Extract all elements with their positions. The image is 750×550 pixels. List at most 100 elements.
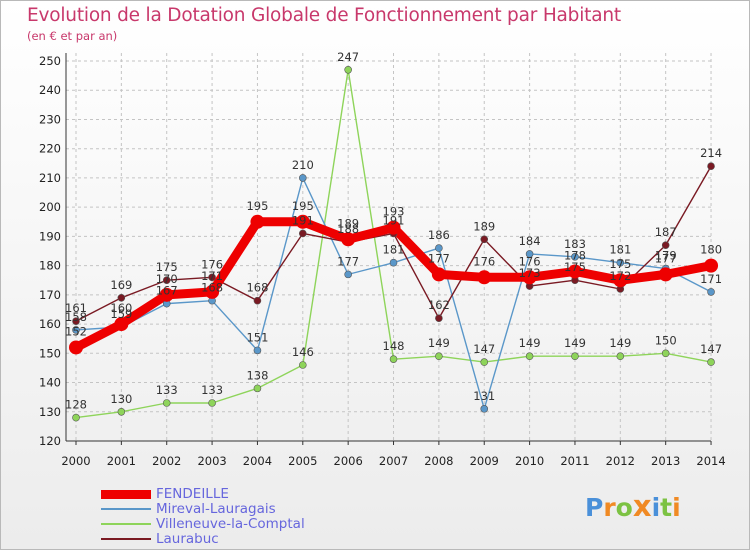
data-point <box>117 293 126 302</box>
y-tick-label: 120 <box>39 434 61 448</box>
x-tick-label: 2010 <box>515 454 544 468</box>
data-point <box>344 270 352 279</box>
data-label: 168 <box>201 281 223 295</box>
data-label: 177 <box>655 251 677 265</box>
data-point <box>477 270 492 285</box>
data-label: 146 <box>292 345 314 359</box>
legend-label: Laurabuc <box>156 531 219 547</box>
y-tick-label: 220 <box>39 142 61 156</box>
chart-title: Evolution de la Dotation Globale de Fonc… <box>27 5 621 26</box>
data-point <box>389 355 398 363</box>
data-label: 195 <box>292 199 314 213</box>
y-tick-label: 200 <box>39 200 61 214</box>
data-point <box>616 352 625 361</box>
data-label: 184 <box>519 234 541 248</box>
y-tick-label: 170 <box>39 288 61 302</box>
data-point <box>567 264 582 279</box>
y-tick-label: 130 <box>39 405 61 419</box>
data-point <box>295 214 310 229</box>
data-label: 188 <box>337 222 359 236</box>
logo-letter: P <box>585 493 604 522</box>
data-point <box>707 358 715 366</box>
data-point <box>525 352 534 361</box>
data-label: 247 <box>337 50 359 64</box>
data-label: 148 <box>383 339 405 353</box>
data-label: 178 <box>564 248 586 262</box>
x-tick-label: 2007 <box>379 454 408 468</box>
data-point <box>205 284 220 299</box>
data-point <box>253 296 262 305</box>
x-tick-label: 2005 <box>288 454 317 468</box>
data-point <box>208 399 216 407</box>
legend-label: FENDEILLE <box>156 486 229 502</box>
y-tick-label: 160 <box>39 317 61 331</box>
data-label: 172 <box>609 269 631 283</box>
data-point <box>72 326 80 334</box>
data-label: 173 <box>519 266 541 280</box>
data-point <box>435 244 443 252</box>
x-tick-label: 2001 <box>107 454 136 468</box>
data-point <box>431 267 446 282</box>
data-label: 171 <box>700 272 722 286</box>
legend-label: Mireval-Lauragais <box>156 501 276 517</box>
data-point <box>208 273 216 282</box>
data-label: 189 <box>337 216 359 230</box>
data-label: 214 <box>700 146 722 160</box>
legend-swatch <box>101 490 151 499</box>
data-label: 175 <box>609 257 631 271</box>
data-label: 177 <box>428 251 450 265</box>
data-point <box>704 258 719 273</box>
data-point <box>480 405 489 413</box>
data-point <box>159 287 174 302</box>
legend-swatch <box>101 508 151 510</box>
logo-letter: o <box>615 493 633 522</box>
data-point <box>253 346 262 355</box>
logo-letter: i <box>651 493 661 522</box>
data-label: 175 <box>564 260 586 274</box>
data-label: 195 <box>246 199 268 213</box>
data-point <box>298 361 307 369</box>
data-point <box>389 258 398 267</box>
data-label: 147 <box>473 342 495 356</box>
data-point <box>571 352 579 361</box>
x-tick-label: 2009 <box>470 454 499 468</box>
data-point <box>480 358 489 366</box>
logo-letter: i <box>672 493 681 522</box>
data-point <box>658 267 673 282</box>
y-tick-label: 250 <box>39 54 61 68</box>
x-tick-label: 2012 <box>606 454 635 468</box>
data-label: 162 <box>428 298 450 312</box>
data-label: 149 <box>519 336 541 350</box>
data-label: 189 <box>473 219 495 233</box>
data-label: 179 <box>655 249 677 263</box>
data-label: 161 <box>65 301 87 315</box>
data-point <box>707 162 715 171</box>
data-point <box>298 229 307 238</box>
data-label: 187 <box>655 225 677 239</box>
data-point <box>162 399 171 407</box>
data-point <box>707 288 715 296</box>
data-point <box>480 235 489 244</box>
data-label: 151 <box>246 330 268 344</box>
data-label: 131 <box>473 389 495 403</box>
data-point <box>571 253 579 261</box>
data-point <box>162 276 171 285</box>
x-tick-label: 2006 <box>334 454 363 468</box>
data-label: 158 <box>65 310 87 324</box>
data-label: 191 <box>383 213 405 227</box>
x-tick-label: 2008 <box>424 454 453 468</box>
logo-letter: x <box>632 489 652 523</box>
data-point <box>117 407 126 416</box>
y-tick-label: 240 <box>39 83 61 97</box>
data-point <box>298 174 307 182</box>
data-label: 159 <box>110 307 132 321</box>
data-label: 177 <box>337 254 359 268</box>
data-label: 167 <box>156 284 178 298</box>
data-label: 193 <box>383 205 405 219</box>
data-label: 152 <box>65 324 87 338</box>
data-point <box>114 317 129 332</box>
data-point <box>435 352 443 361</box>
data-label: 133 <box>201 383 223 397</box>
